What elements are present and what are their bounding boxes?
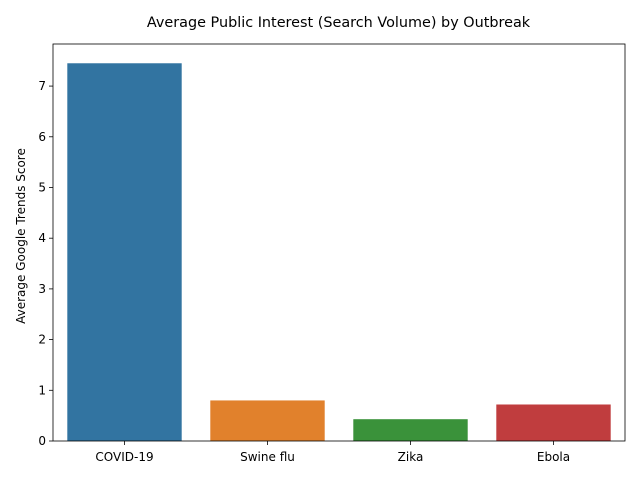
bar-swine-flu <box>210 400 325 441</box>
x-tick-label: COVID-19 <box>95 450 153 464</box>
x-tick-label: Swine flu <box>240 450 295 464</box>
y-tick-label: 1 <box>38 383 46 397</box>
x-tick-label: Zika <box>398 450 424 464</box>
bar-ebola <box>496 404 611 441</box>
y-tick-label: 3 <box>38 282 46 296</box>
bar-zika <box>353 419 468 441</box>
x-tick-label: Ebola <box>537 450 570 464</box>
y-tick-label: 6 <box>38 130 46 144</box>
y-tick-label: 4 <box>38 231 46 245</box>
plot-area: 0 1 2 3 4 5 6 7 COVID-19 Swine flu Zika Ebola <box>38 43 626 464</box>
y-tick-label: 2 <box>38 333 46 347</box>
chart-title: Average Public Interest (Search Volume) … <box>147 15 531 31</box>
bar-covid-19 <box>67 63 182 442</box>
y-tick-label: 0 <box>38 434 46 448</box>
y-tick-label: 5 <box>38 180 46 194</box>
y-tick-label: 7 <box>38 79 46 93</box>
axes-frame <box>52 43 626 442</box>
y-axis-label: Average Google Trends Score <box>14 148 28 324</box>
